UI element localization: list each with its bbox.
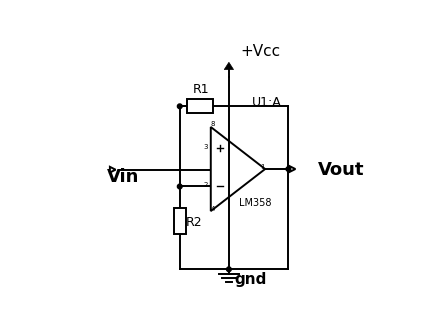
Text: 3: 3: [204, 144, 208, 150]
Polygon shape: [289, 166, 296, 172]
Bar: [174, 208, 186, 235]
Text: +Vcc: +Vcc: [240, 44, 281, 59]
Text: 4: 4: [211, 206, 215, 212]
Text: Vout: Vout: [318, 161, 365, 179]
Text: Vin: Vin: [107, 168, 140, 186]
Polygon shape: [224, 62, 233, 70]
Polygon shape: [110, 167, 115, 172]
Circle shape: [227, 267, 231, 271]
Text: gnd: gnd: [234, 272, 266, 287]
Polygon shape: [211, 127, 265, 211]
Circle shape: [286, 167, 291, 171]
Text: 8: 8: [211, 121, 215, 127]
Text: LM358: LM358: [239, 198, 272, 208]
Text: U1:A: U1:A: [252, 96, 282, 109]
Text: R1: R1: [193, 83, 209, 96]
Text: R2: R2: [186, 216, 203, 229]
Text: 1: 1: [261, 164, 265, 170]
Text: 2: 2: [204, 182, 208, 188]
Circle shape: [178, 104, 182, 109]
Circle shape: [178, 184, 182, 189]
Bar: [187, 99, 214, 114]
